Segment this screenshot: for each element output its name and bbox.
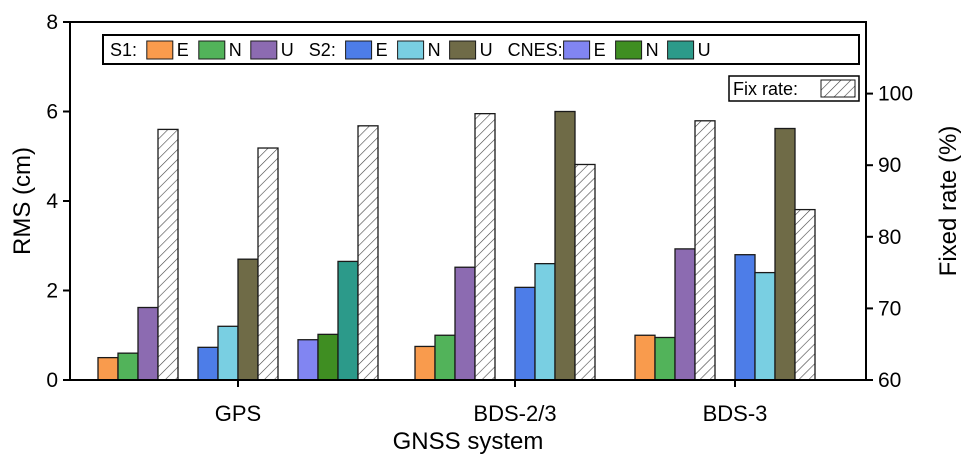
- bar: [258, 148, 278, 380]
- legend-swatch: [668, 41, 694, 59]
- legend-item-label: N: [229, 40, 242, 60]
- bar: [158, 129, 178, 380]
- legend-swatch: [147, 41, 173, 59]
- x-axis-title: GNSS system: [393, 428, 544, 455]
- y2-tick-label: 80: [878, 226, 901, 249]
- legend-item-label: U: [480, 40, 493, 60]
- bar: [238, 259, 258, 380]
- y-tick-label: 4: [46, 190, 58, 213]
- bar: [138, 308, 158, 380]
- legend-swatch: [616, 41, 642, 59]
- legend-group-label: S1:: [110, 40, 137, 60]
- bar: [735, 255, 755, 380]
- bar: [675, 249, 695, 380]
- legend-item-label: N: [428, 40, 441, 60]
- fix-rate-swatch: [821, 80, 855, 97]
- legend-swatch: [450, 41, 476, 59]
- bar: [118, 353, 138, 380]
- bar: [755, 273, 775, 380]
- bar: [795, 210, 815, 380]
- y-axis-title: RMS (cm): [9, 147, 36, 255]
- bar: [455, 267, 475, 380]
- category-label: GPS: [215, 401, 261, 426]
- legend-item-label: N: [646, 40, 659, 60]
- fix-rate-legend-label: Fix rate:: [733, 79, 798, 99]
- bar: [415, 346, 435, 380]
- bar: [358, 126, 378, 380]
- y2-tick-label: 100: [878, 83, 913, 106]
- bar: [655, 337, 675, 380]
- y-tick-label: 8: [46, 11, 58, 34]
- legend-swatch: [199, 41, 225, 59]
- bar: [198, 347, 218, 380]
- bar: [475, 114, 495, 380]
- bar: [318, 334, 338, 380]
- legend-swatch: [398, 41, 424, 59]
- bar: [515, 287, 535, 380]
- legend: S1: E N U S2: E N U CNES: E N U Fix rate:: [103, 35, 859, 101]
- y2-axis-title: Fixed rate (%): [935, 126, 962, 277]
- bar: [218, 326, 238, 380]
- y2-tick-label: 90: [878, 154, 901, 177]
- bars-layer: [98, 112, 815, 381]
- bar: [695, 121, 715, 380]
- y-tick-label: 0: [46, 369, 58, 392]
- bar: [775, 129, 795, 380]
- legend-item-label: U: [698, 40, 711, 60]
- legend-item-label: E: [594, 40, 606, 60]
- legend-group-label: S2:: [309, 40, 336, 60]
- bar: [98, 358, 118, 380]
- legend-swatch: [564, 41, 590, 59]
- y2-tick-label: 60: [878, 369, 901, 392]
- legend-swatch: [251, 41, 277, 59]
- bar: [535, 264, 555, 380]
- legend-group-label: CNES:: [508, 40, 563, 60]
- bar: [298, 340, 318, 380]
- legend-item-label: U: [281, 40, 294, 60]
- y-tick-label: 6: [46, 101, 58, 124]
- y2-tick-label: 70: [878, 297, 901, 320]
- bar: [435, 335, 455, 380]
- legend-swatch: [346, 41, 372, 59]
- category-label: BDS-3: [703, 401, 768, 426]
- legend-item-label: E: [177, 40, 189, 60]
- bar: [575, 164, 595, 380]
- bar: [635, 335, 655, 380]
- bar: [555, 112, 575, 381]
- y-tick-label: 2: [46, 280, 58, 303]
- legend-item-label: E: [376, 40, 388, 60]
- category-label: BDS-2/3: [473, 401, 556, 426]
- bar: [338, 261, 358, 380]
